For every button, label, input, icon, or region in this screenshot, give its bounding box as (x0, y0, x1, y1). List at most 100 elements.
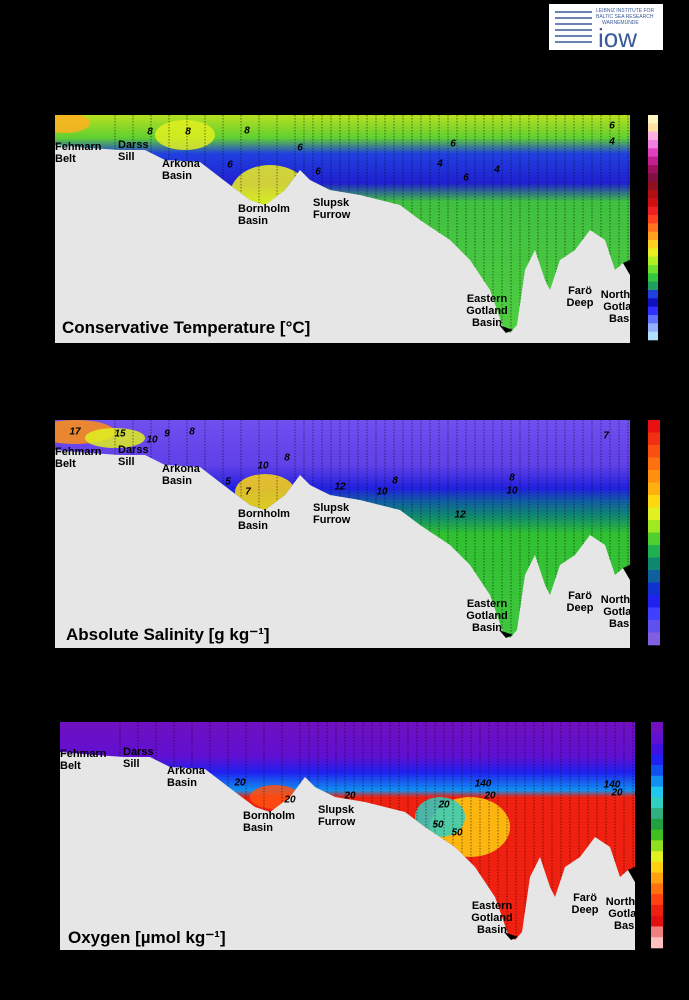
place-label: Basin (614, 920, 644, 932)
place-label: Gotland (603, 301, 645, 313)
colorbar-swatch (651, 754, 663, 766)
colorbar-swatch (651, 743, 663, 755)
contour-label: 20 (343, 791, 356, 802)
place-label: Eastern (467, 293, 508, 305)
place-label: Darss (118, 444, 149, 456)
logo-line: BALTIC SEA RESEARCH (596, 14, 654, 20)
contour-label: 20 (483, 791, 496, 802)
place-label: Basin (243, 822, 273, 834)
place-label: Basin (609, 313, 639, 325)
contour-label: 15 (114, 429, 126, 440)
colorbar-swatch (648, 570, 660, 583)
place-label: Sill (118, 456, 135, 468)
colorbar-swatch (651, 883, 663, 895)
place-label: Bornholm (243, 810, 295, 822)
deep-bottom (499, 325, 513, 333)
place-label: Arkona (162, 463, 201, 475)
colorbar-swatch (648, 215, 658, 224)
place-label: Darss (118, 139, 149, 151)
colorbar-swatch (648, 607, 660, 621)
contour-label: 8 (392, 476, 398, 487)
panel: FehmarnBeltDarssSillArkonaBasinBornholmB… (55, 115, 647, 343)
colorbar-swatch (648, 273, 658, 282)
colorbar-swatch (648, 445, 660, 458)
contour-label: 5 (225, 477, 231, 488)
place-label: Deep (567, 297, 594, 309)
place-label: Belt (60, 760, 81, 772)
contour-label: 8 (284, 453, 290, 464)
place-label: Bornholm (238, 203, 290, 215)
colorbar-swatch (651, 829, 663, 841)
place-label: Slupsk (313, 197, 350, 209)
contour-label: 8 (185, 127, 191, 138)
colorbar-swatch (648, 281, 658, 291)
colorbar-swatch (648, 165, 658, 174)
place-label: Eastern (472, 900, 513, 912)
colorbar-swatch (651, 722, 663, 734)
place-label: Bornholm (238, 508, 290, 520)
contour-label: 8 (509, 473, 515, 484)
colorbar-swatch (648, 457, 660, 471)
colorbar-swatch (648, 198, 658, 207)
place-label: Eastern (467, 598, 508, 610)
contour-label: 20 (233, 778, 246, 789)
contour-label: 140 (604, 780, 621, 791)
place-label: Arkona (162, 158, 201, 170)
place-label: Fehmarn (55, 446, 102, 458)
contour-label: 6 (609, 121, 615, 132)
contour-label: 9 (164, 429, 170, 440)
contour-label: 10 (506, 486, 518, 497)
place-label: Slupsk (318, 804, 355, 816)
colorbar-swatch (648, 173, 658, 182)
place-label: Basin (238, 215, 268, 227)
colorbar-swatch (648, 545, 660, 558)
logo-line: WARNEMÜNDE (602, 19, 639, 26)
colorbar-swatch (648, 520, 660, 533)
colorbar-swatch (648, 290, 658, 299)
colorbar-swatch (648, 123, 658, 132)
water-patch (155, 120, 215, 150)
panel-title: Absolute Salinity [g kg⁻¹] (66, 625, 270, 644)
colorbar-swatch (648, 620, 660, 633)
contour-label: 6 (450, 139, 456, 150)
colorbar-swatch (648, 148, 658, 157)
panel-title: Conservative Temperature [°C] (62, 318, 310, 337)
deep-bottom (499, 630, 513, 638)
place-label: Furrow (313, 514, 351, 526)
colorbar-swatch (648, 156, 658, 166)
contour-label: 12 (454, 510, 466, 521)
place-label: Sill (123, 758, 140, 770)
colorbar-swatch (648, 315, 658, 324)
place-label: Deep (567, 602, 594, 614)
contour-label: 6 (315, 167, 321, 178)
place-label: Belt (55, 458, 76, 470)
contour-label: 10 (257, 461, 269, 472)
contour-label: 6 (463, 173, 469, 184)
place-label: Gotland (603, 606, 645, 618)
contour-label: 10 (146, 435, 158, 446)
contour-label: 6 (297, 143, 303, 154)
colorbar-swatch (648, 298, 658, 307)
place-label: Furrow (318, 816, 356, 828)
place-label: Gotland (608, 908, 650, 920)
logo-waves (555, 11, 592, 43)
contour-label: 4 (608, 137, 615, 148)
deep-bottom (618, 260, 630, 275)
place-label: Gotland (466, 610, 508, 622)
deep-bottom (623, 867, 635, 882)
colorbar-swatch (648, 206, 658, 216)
place-label: Sill (118, 151, 135, 163)
place-label: Belt (55, 153, 76, 165)
colorbar-swatch (648, 420, 660, 433)
colorbar-swatch (648, 265, 658, 274)
colorbar-swatch (648, 557, 660, 571)
colorbar-swatch (651, 818, 663, 830)
colorbar-swatch (651, 808, 663, 820)
colorbar-swatch (648, 231, 658, 241)
colorbar-swatch (648, 532, 660, 546)
colorbar-swatch (651, 872, 663, 884)
contour-label: 50 (432, 820, 444, 831)
panel: FehmarnBeltDarssSillArkonaBasinBornholmB… (60, 722, 652, 950)
deep-bottom (618, 565, 630, 580)
colorbar-swatch (648, 248, 658, 257)
